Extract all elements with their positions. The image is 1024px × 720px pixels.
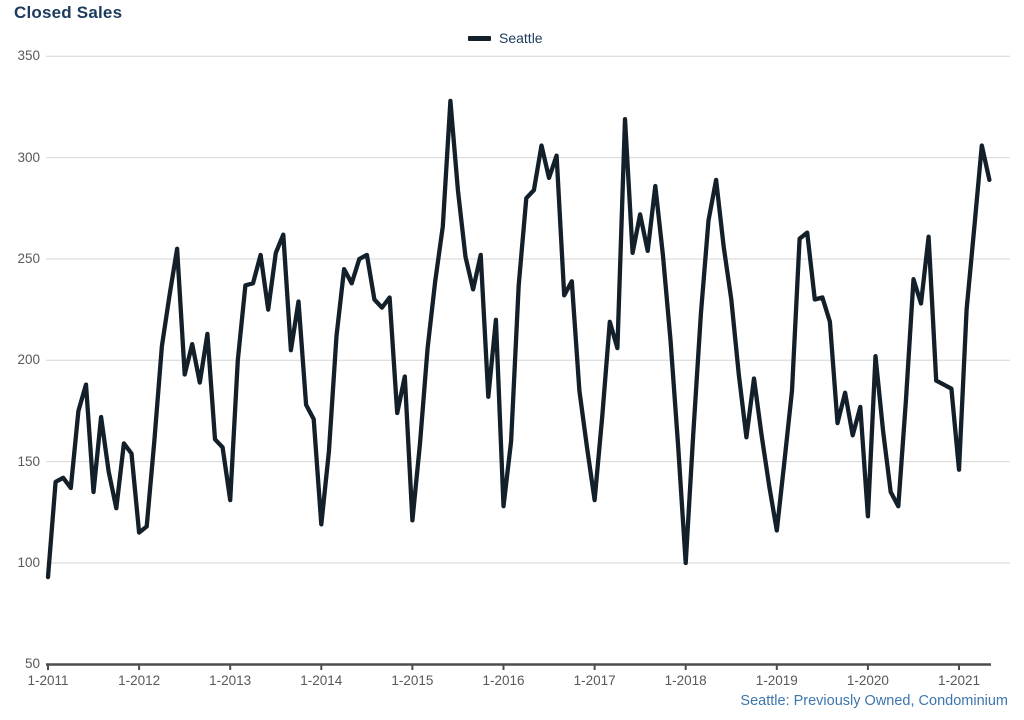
x-axis-label-1-2021: 1-2021 — [937, 673, 981, 688]
legend: Seattle — [468, 30, 543, 46]
x-axis-label-1-2017: 1-2017 — [573, 673, 616, 688]
x-axis-label-1-2015: 1-2015 — [391, 673, 434, 688]
x-axis-label-1-2013: 1-2013 — [209, 673, 252, 688]
x-axis-label-1-2011: 1-2011 — [27, 673, 69, 688]
y-axis-label-150: 150 — [17, 453, 40, 469]
legend-line-swatch — [468, 35, 491, 41]
chart-title: Closed Sales — [14, 3, 123, 22]
y-axis-label-250: 250 — [17, 250, 40, 266]
y-axis-label-50: 50 — [24, 656, 40, 672]
x-axis-label-1-2014: 1-2014 — [300, 673, 343, 688]
x-axis-label-1-2018: 1-2018 — [664, 673, 707, 688]
source-note: Seattle: Previously Owned, Condominium — [740, 693, 1008, 709]
y-axis-label-350: 350 — [17, 48, 40, 64]
x-axis-label-1-2020: 1-2020 — [846, 673, 889, 688]
x-axis-label-1-2019: 1-2019 — [755, 673, 798, 688]
x-axis-label-1-2012: 1-2012 — [118, 673, 161, 688]
legend-label: Seattle — [499, 30, 543, 46]
y-axis-label-300: 300 — [17, 149, 40, 165]
seattle-series-line — [45, 98, 992, 580]
y-axis-label-200: 200 — [17, 352, 40, 368]
y-axis-label-100: 100 — [17, 554, 40, 570]
x-axis-label-1-2016: 1-2016 — [482, 673, 525, 688]
